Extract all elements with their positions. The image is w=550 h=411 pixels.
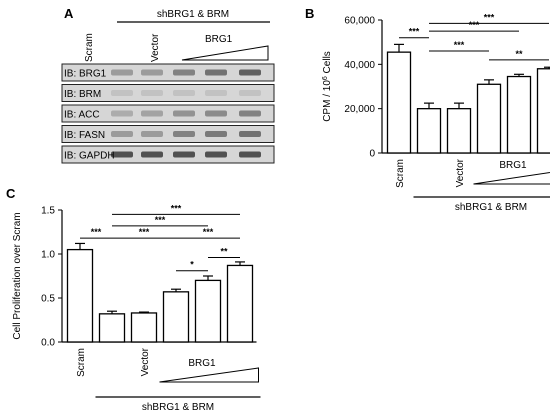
- brg1-ramp-triangle: [159, 367, 259, 383]
- blot-row: IB: GAPDH: [61, 145, 275, 164]
- blot-label: IB: BRG1: [64, 69, 107, 80]
- x-tick-label: Scram: [395, 159, 406, 188]
- bar: [536, 68, 550, 154]
- blot-band: [205, 151, 227, 158]
- significance-label: ***: [171, 203, 182, 213]
- bar: [226, 264, 254, 343]
- significance-label: **: [220, 247, 228, 257]
- blot-label: IB: GAPDH: [64, 151, 115, 162]
- blot-band: [173, 90, 195, 96]
- blot-band: [111, 110, 133, 117]
- significance-label: *: [190, 260, 194, 270]
- group-label: shBRG1 & BRM: [455, 202, 527, 213]
- blot-strip: [61, 63, 275, 82]
- blot-row: IB: BRM: [61, 84, 275, 102]
- blot-band: [141, 69, 163, 76]
- panel-c-letter: C: [6, 186, 16, 201]
- blot-strip: [61, 84, 275, 102]
- blot-band: [239, 131, 261, 137]
- significance-label: ***: [203, 227, 214, 237]
- x-tick-label: Vector: [455, 158, 466, 187]
- bar: [476, 83, 502, 154]
- bar: [446, 108, 472, 154]
- y-tick-label: 0.5: [41, 294, 55, 305]
- significance-label: ***: [139, 227, 150, 237]
- blot-band: [141, 90, 163, 96]
- significance-label: ***: [454, 40, 465, 50]
- blot-band: [111, 69, 133, 76]
- group-label: shBRG1 & BRM: [142, 402, 214, 411]
- brg1-ramp-label: BRG1: [188, 358, 216, 369]
- significance-label: ***: [484, 12, 495, 22]
- significance-label: **: [515, 49, 523, 59]
- panel-b-letter: B: [305, 6, 314, 21]
- panel-a-ramp-triangle: [181, 45, 269, 61]
- panel-a: A shBRG1 & BRM Scram Vector BRG1 IB: BRG…: [61, 6, 275, 164]
- blot-label: IB: ACC: [64, 110, 100, 121]
- significance-label: ***: [91, 227, 102, 237]
- blot-band: [141, 110, 163, 117]
- bar: [506, 75, 532, 154]
- panel-a-letter: A: [64, 6, 74, 21]
- bar: [386, 51, 412, 154]
- blot-band: [239, 90, 261, 96]
- panel-a-group-label: shBRG1 & BRM: [157, 9, 229, 20]
- blot-band: [111, 151, 133, 158]
- brg1-ramp-label: BRG1: [499, 160, 527, 171]
- blot-strip: [61, 125, 275, 143]
- y-tick-label: 1.5: [41, 206, 55, 217]
- blot-band: [141, 151, 163, 158]
- blot-band: [111, 131, 133, 137]
- x-tick-label: Scram: [76, 348, 87, 377]
- y-tick-label: 0: [369, 149, 375, 160]
- y-tick-label: 60,000: [344, 16, 375, 27]
- blot-band: [239, 151, 261, 158]
- significance-label: ***: [409, 27, 420, 37]
- significance-label: ***: [469, 20, 480, 30]
- bar: [98, 313, 126, 343]
- blot-band: [111, 90, 133, 96]
- blot-band: [239, 110, 261, 117]
- brg1-ramp-triangle: [473, 171, 550, 185]
- blot-band: [141, 131, 163, 137]
- blot-band: [205, 110, 227, 117]
- chart-c: 0.0 0.5 1.0 1.5 Cell Proliferation over Scra…: [12, 203, 261, 411]
- bar: [162, 291, 190, 343]
- bar: [130, 312, 158, 343]
- blot-row: IB: FASN: [61, 125, 275, 143]
- blot-band: [173, 110, 195, 117]
- panel-a-lane-scram: Scram: [84, 33, 95, 62]
- blot-band: [205, 90, 227, 96]
- significance-label: ***: [155, 215, 166, 225]
- y-tick-label: 40,000: [344, 60, 375, 71]
- bar: [416, 108, 442, 154]
- blot-row: IB: BRG1: [61, 63, 275, 82]
- y-tick-label: 0.0: [41, 338, 55, 349]
- panel-a-lane-vector: Vector: [150, 33, 161, 62]
- panel-c: C 0.0 0.5 1.0 1.5 Cell Proliferation over Sc…: [6, 186, 261, 411]
- y-axis-label: Cell Proliferation over Scram: [12, 212, 23, 339]
- blot-band: [205, 131, 227, 137]
- panel-a-ramp-label: BRG1: [205, 34, 233, 45]
- blot-band: [173, 151, 195, 158]
- bar: [66, 248, 94, 343]
- blot-strip: [61, 104, 275, 123]
- blot-label: IB: BRM: [64, 89, 101, 100]
- western-blot-panels: IB: BRG1 IB: BRM IB: ACC IB: FASN IB: GAPDH: [61, 63, 275, 164]
- blot-band: [173, 69, 195, 76]
- x-tick-label: Vector: [140, 347, 151, 376]
- blot-strip: [61, 145, 275, 164]
- blot-band: [205, 69, 227, 76]
- blot-band: [173, 131, 195, 137]
- blot-band: [239, 69, 261, 76]
- y-axis-label: CPM / 106 Cells: [322, 51, 334, 122]
- blot-label: IB: FASN: [64, 130, 105, 141]
- y-tick-label: 1.0: [41, 250, 55, 261]
- y-tick-label: 20,000: [344, 104, 375, 115]
- bar: [194, 279, 222, 343]
- blot-row: IB: ACC: [61, 104, 275, 123]
